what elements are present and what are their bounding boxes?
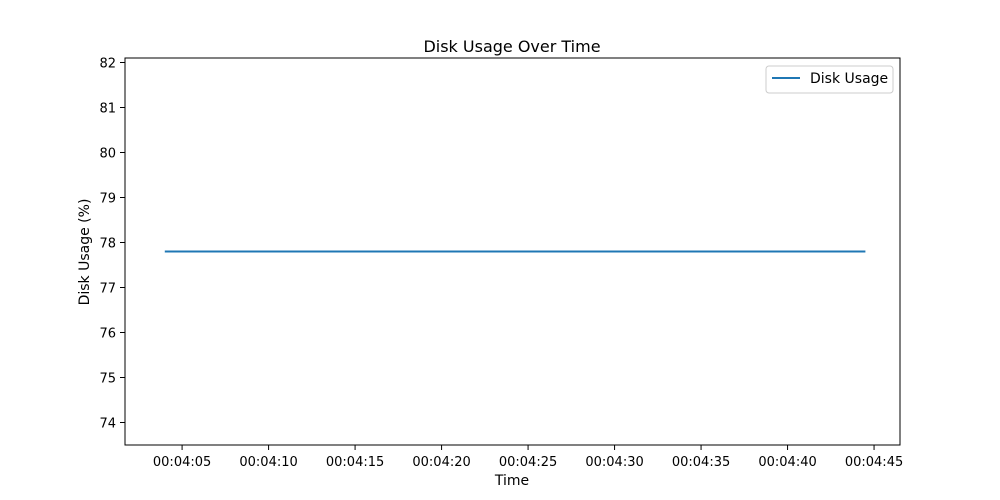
x-tick-label: 00:04:20 [412, 455, 470, 470]
y-tick-label: 78 [99, 237, 116, 252]
legend-box [765, 65, 894, 94]
y-tick-label: 80 [99, 147, 116, 162]
y-tick-label: 77 [99, 282, 116, 297]
legend: Disk Usage [765, 65, 894, 94]
y-tick-label: 81 [99, 102, 116, 117]
x-tick-label: 00:04:30 [585, 455, 643, 470]
y-tick-label: 76 [99, 327, 116, 342]
y-tick-label: 74 [99, 417, 116, 432]
legend-entry-disk-usage: Disk Usage [810, 71, 888, 87]
y-axis-label: Disk Usage (%) [77, 199, 93, 306]
chart-title: Disk Usage Over Time [423, 37, 600, 56]
x-tick-label: 00:04:40 [758, 455, 816, 470]
x-tick-label: 00:04:15 [326, 455, 384, 470]
x-axis-ticks: 00:04:05 00:04:10 00:04:15 00:04:20 00:04:25… [153, 445, 903, 470]
x-tick-label: 00:04:25 [499, 455, 557, 470]
x-axis-label: Time [494, 473, 529, 489]
x-tick-label: 00:04:05 [153, 455, 211, 470]
y-axis-ticks: 74 75 76 77 78 79 80 81 82 [99, 57, 125, 432]
y-tick-label: 75 [99, 372, 116, 387]
x-tick-label: 00:04:10 [239, 455, 297, 470]
y-tick-label: 82 [99, 57, 116, 72]
x-tick-label: 00:04:45 [845, 455, 903, 470]
x-tick-label: 00:04:35 [672, 455, 730, 470]
axes-frame [124, 57, 901, 446]
y-tick-label: 79 [99, 192, 116, 207]
